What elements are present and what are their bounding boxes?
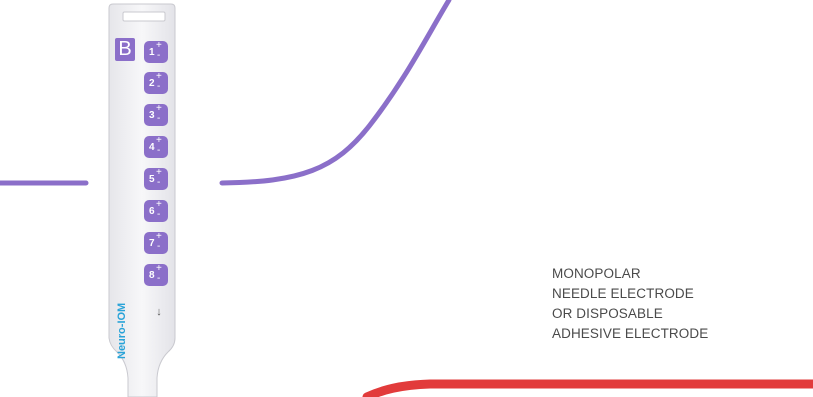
pin-button[interactable]: 5 + - [144,168,168,190]
pin-number: 7 [149,238,155,249]
minus-icon: - [157,81,161,92]
electrode-label-line: NEEDLE ELECTRODE [552,286,694,301]
ground-arrow-icon: ↓ [156,306,162,318]
plus-icon: + [156,231,162,242]
pin-number: 3 [149,110,155,121]
plus-icon: + [156,71,162,82]
minus-icon: - [157,209,161,220]
minus-icon: - [157,145,161,156]
minus-icon: - [157,177,161,188]
pin-number: 4 [149,142,155,153]
plus-icon: + [156,103,162,114]
red-wire [362,379,813,397]
connector-badge: B [115,38,135,61]
plus-icon: + [156,199,162,210]
pin-button[interactable]: 2 + - [144,72,168,94]
electrode-label-line: OR DISPOSABLE [552,306,663,321]
pin-button[interactable]: 7 + - [144,232,168,254]
pin-number: 6 [149,206,155,217]
pin-number: 2 [149,78,155,89]
electrode-label-line: ADHESIVE ELECTRODE [552,326,709,341]
plus-icon: + [156,40,162,51]
pin-number: 8 [149,270,155,281]
electrode-label-line: MONOPOLAR [552,266,641,281]
pin-button[interactable]: 3 + - [144,104,168,126]
connector-shell [108,3,176,397]
electrode-description: MONOPOLAR NEEDLE ELECTRODE OR DISPOSABLE… [552,264,792,344]
plus-icon: + [156,263,162,274]
pin-button[interactable]: 6 + - [144,200,168,222]
minus-icon: - [157,241,161,252]
pin-number: 1 [149,47,155,58]
pin-button[interactable]: 8 + - [144,264,168,286]
plus-icon: + [156,135,162,146]
connector-top-slot [122,11,166,22]
minus-icon: - [157,50,161,61]
purple-wire-right [219,0,452,186]
pin-number: 5 [149,174,155,185]
pin-button[interactable]: 4 + - [144,136,168,158]
pin-button[interactable]: 1 + - [144,41,168,63]
minus-icon: - [157,273,161,284]
plus-icon: + [156,167,162,178]
minus-icon: - [157,113,161,124]
brand-label: Neuro-IOM [116,302,128,359]
